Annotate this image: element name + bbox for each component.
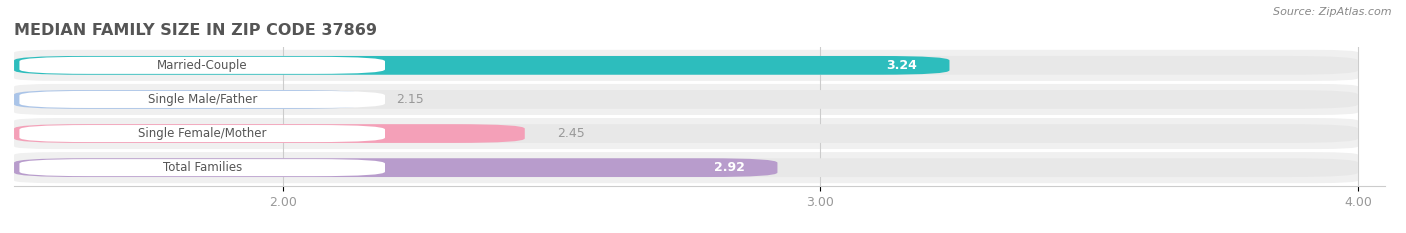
- FancyBboxPatch shape: [20, 57, 385, 74]
- FancyBboxPatch shape: [14, 158, 778, 177]
- Text: Total Families: Total Families: [163, 161, 242, 174]
- FancyBboxPatch shape: [14, 124, 1358, 143]
- Text: 2.45: 2.45: [557, 127, 585, 140]
- FancyBboxPatch shape: [14, 84, 1358, 115]
- FancyBboxPatch shape: [14, 152, 1358, 183]
- Text: Single Male/Father: Single Male/Father: [148, 93, 257, 106]
- FancyBboxPatch shape: [14, 50, 1358, 81]
- Text: Source: ZipAtlas.com: Source: ZipAtlas.com: [1274, 7, 1392, 17]
- Text: Married-Couple: Married-Couple: [157, 59, 247, 72]
- Text: Single Female/Mother: Single Female/Mother: [138, 127, 267, 140]
- FancyBboxPatch shape: [20, 91, 385, 108]
- FancyBboxPatch shape: [14, 56, 949, 75]
- FancyBboxPatch shape: [14, 118, 1358, 149]
- Text: 3.24: 3.24: [886, 59, 917, 72]
- FancyBboxPatch shape: [20, 125, 385, 142]
- Text: 2.92: 2.92: [714, 161, 745, 174]
- FancyBboxPatch shape: [20, 159, 385, 176]
- FancyBboxPatch shape: [14, 90, 364, 109]
- FancyBboxPatch shape: [14, 158, 1358, 177]
- FancyBboxPatch shape: [14, 56, 1358, 75]
- FancyBboxPatch shape: [14, 124, 524, 143]
- Text: MEDIAN FAMILY SIZE IN ZIP CODE 37869: MEDIAN FAMILY SIZE IN ZIP CODE 37869: [14, 24, 377, 38]
- Text: 2.15: 2.15: [395, 93, 423, 106]
- FancyBboxPatch shape: [14, 90, 1358, 109]
